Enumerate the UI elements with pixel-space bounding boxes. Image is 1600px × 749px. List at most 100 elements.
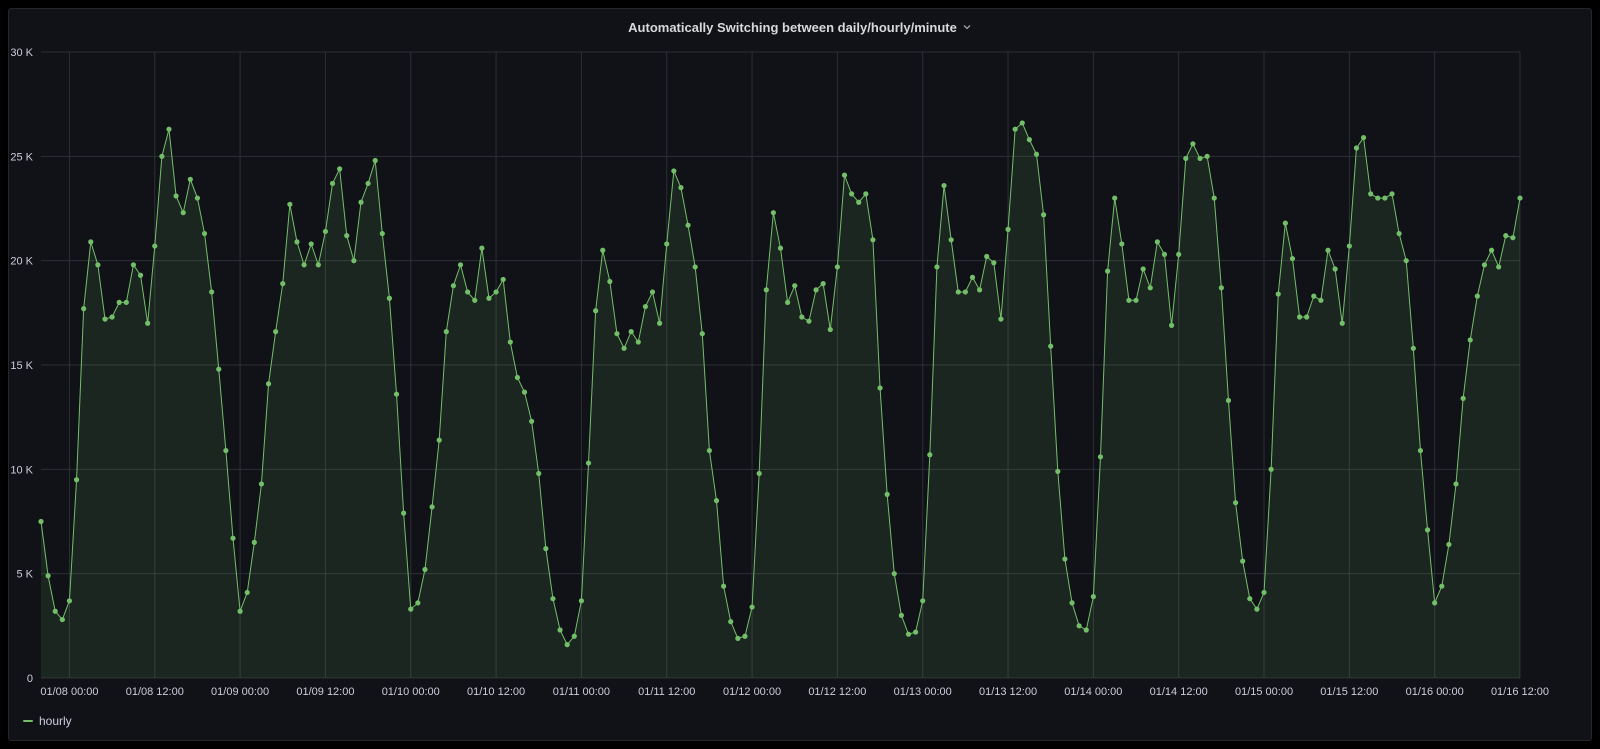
data-point [735, 635, 741, 641]
data-point [600, 247, 606, 253]
data-point [393, 391, 400, 397]
data-point [898, 612, 904, 619]
data-point [1332, 266, 1338, 272]
legend-swatch [23, 720, 33, 722]
data-point [415, 600, 421, 606]
data-point [927, 452, 933, 458]
data-point [344, 233, 350, 239]
data-point [1481, 262, 1488, 268]
data-point [1417, 447, 1424, 454]
data-point [322, 228, 329, 235]
data-point [166, 126, 172, 132]
data-point [934, 264, 940, 270]
data-point [1040, 212, 1047, 218]
data-point [450, 283, 457, 289]
data-point [73, 477, 80, 483]
y-tick-label: 15 K [10, 360, 33, 372]
data-point [1069, 600, 1075, 606]
data-point [1296, 314, 1303, 320]
data-point [1346, 243, 1352, 249]
panel-title-menu[interactable]: Automatically Switching between daily/ho… [628, 20, 972, 35]
x-tick-label: 01/11 12:00 [638, 686, 695, 698]
data-point [1076, 623, 1082, 629]
data-point [265, 381, 272, 387]
legend[interactable]: hourly [23, 714, 72, 728]
data-point [216, 366, 222, 372]
data-point [294, 239, 300, 245]
data-point [1218, 285, 1224, 291]
data-point [884, 491, 890, 497]
data-point [806, 318, 812, 324]
data-point [962, 289, 968, 295]
x-tick-label: 01/10 12:00 [467, 686, 525, 698]
data-point [123, 299, 129, 305]
data-point [777, 245, 784, 251]
x-tick-label: 01/09 00:00 [211, 686, 269, 698]
x-tick-label: 01/13 12:00 [979, 686, 1037, 698]
data-point [1104, 268, 1111, 274]
data-point [1083, 627, 1089, 633]
data-point [813, 287, 819, 293]
graph-panel: Automatically Switching between daily/ho… [8, 8, 1592, 741]
data-point [223, 447, 229, 454]
data-point [429, 504, 435, 510]
data-point [180, 210, 186, 216]
data-point [1488, 247, 1495, 253]
data-point [849, 191, 855, 197]
data-point [88, 239, 94, 245]
data-point [614, 331, 620, 337]
y-tick-label: 25 K [10, 151, 33, 163]
data-point [920, 598, 926, 604]
data-point [1453, 481, 1459, 487]
data-point [1240, 558, 1246, 564]
data-point [763, 287, 769, 293]
data-point [1126, 297, 1132, 303]
data-point [1510, 235, 1516, 241]
data-point [834, 264, 840, 270]
data-point [187, 176, 193, 182]
data-point [436, 437, 442, 443]
data-point [95, 262, 101, 268]
data-point [1232, 500, 1239, 506]
data-point [770, 210, 776, 216]
data-point [500, 276, 506, 283]
data-point [1311, 293, 1317, 299]
data-point [1062, 556, 1068, 562]
series-area-fill [41, 122, 1520, 678]
data-point [991, 260, 997, 266]
data-point [1204, 153, 1210, 159]
data-point [351, 258, 357, 264]
data-point [472, 297, 478, 303]
data-point [209, 289, 215, 295]
x-tick-label: 01/12 12:00 [808, 686, 866, 698]
data-point [1360, 134, 1367, 141]
data-point [81, 306, 87, 312]
data-point [1474, 293, 1480, 299]
data-point [230, 535, 236, 541]
data-point [1012, 126, 1018, 132]
data-point [1439, 583, 1445, 589]
data-point [308, 241, 314, 247]
data-point [621, 345, 627, 351]
x-tick-label: 01/16 00:00 [1406, 686, 1464, 698]
data-point [465, 289, 471, 295]
data-point [984, 253, 990, 260]
data-point [607, 278, 613, 285]
data-point [1403, 258, 1409, 264]
data-point [38, 518, 44, 525]
data-point [372, 157, 378, 164]
data-point [116, 299, 122, 305]
data-point [1033, 151, 1040, 157]
data-point [358, 199, 364, 205]
chevron-down-icon [963, 25, 971, 30]
y-tick-label: 0 [27, 673, 33, 685]
data-point [585, 460, 592, 466]
data-point [941, 182, 947, 189]
x-tick-label: 01/08 12:00 [126, 686, 184, 698]
data-point [891, 571, 897, 577]
data-point [1211, 195, 1217, 201]
data-point [1190, 141, 1196, 147]
data-point [913, 629, 919, 635]
data-point [699, 331, 705, 337]
